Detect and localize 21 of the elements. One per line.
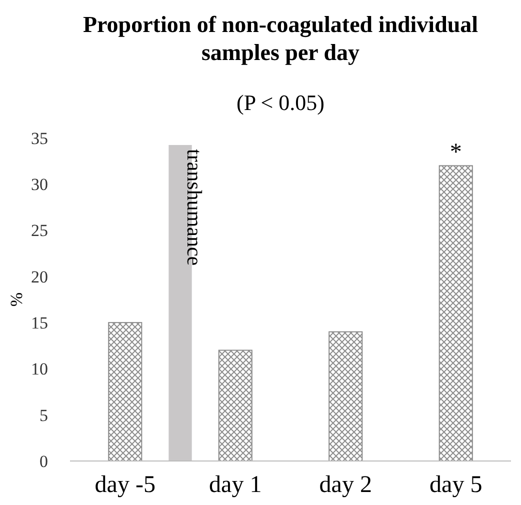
- y-tick-label: 20: [31, 267, 48, 286]
- y-axis-title: %: [7, 292, 26, 307]
- y-tick-label: 10: [31, 360, 48, 379]
- y-tick-label: 25: [31, 221, 48, 240]
- x-tick-label: day 1: [209, 472, 262, 498]
- bar: [108, 322, 142, 462]
- annotation: *: [450, 140, 462, 166]
- bar: [438, 165, 473, 462]
- y-tick-label: 30: [31, 175, 48, 194]
- chart-subtitle: (P < 0.05): [236, 90, 324, 115]
- x-tick-label: day 5: [430, 472, 482, 498]
- bar: [328, 331, 363, 462]
- y-tick-label: 15: [31, 314, 48, 333]
- y-tick-label: 5: [40, 406, 48, 425]
- y-tick-label: 0: [40, 452, 48, 471]
- bar: [218, 350, 252, 462]
- x-tick-label: day -5: [94, 472, 156, 498]
- y-tick-label: 35: [31, 128, 48, 148]
- chart-title: Proportion of non-coagulated individual samples per day: [82, 12, 478, 65]
- band-label: transhumance: [182, 149, 206, 266]
- x-tick-label: day 2: [319, 472, 372, 498]
